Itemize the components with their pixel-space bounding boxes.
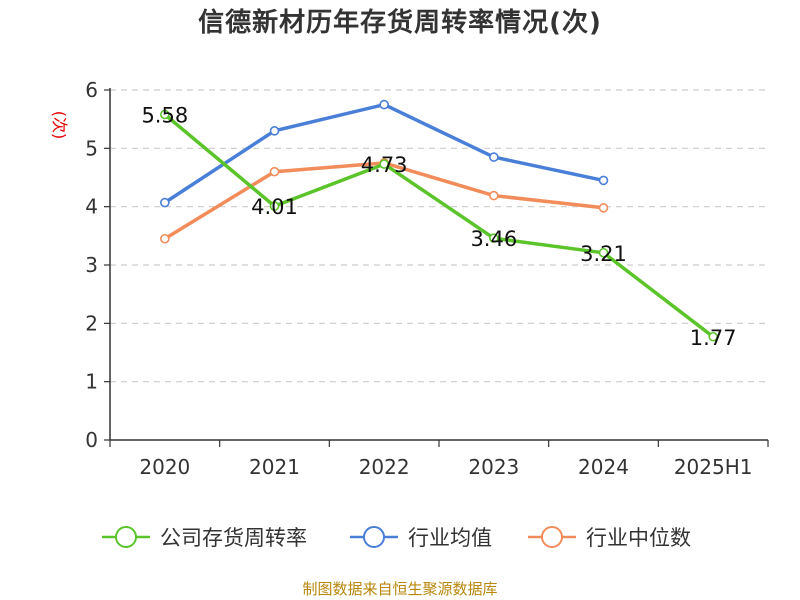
data-point bbox=[269, 126, 280, 136]
y-tick-label: 3 bbox=[85, 253, 98, 277]
data-label: 4.73 bbox=[361, 153, 408, 177]
legend-marker bbox=[363, 526, 385, 548]
y-tick-label: 1 bbox=[85, 370, 98, 394]
legend-label: 行业中位数 bbox=[586, 526, 691, 550]
axes: 0 1 2 3 4 5 6 2020 2021 2022 2023 2024 2025H1 bbox=[85, 78, 769, 479]
y-tick-label: 5 bbox=[85, 136, 98, 160]
data-point bbox=[489, 233, 499, 243]
x-tick-label: 2024 bbox=[578, 455, 629, 479]
data-point bbox=[379, 99, 389, 110]
data-point bbox=[160, 233, 170, 244]
series-line bbox=[163, 113, 715, 339]
source-footer: 制图数据来自恒生聚源数据库 bbox=[302, 580, 498, 598]
chart-title: 信德新材历年存货周转率情况(次) bbox=[198, 8, 602, 38]
data-labels: 5.58 4.01 4.73 3.46 3.21 1.77 bbox=[141, 104, 736, 350]
data-point bbox=[489, 152, 499, 162]
y-axis-label: (次) bbox=[50, 111, 69, 140]
legend: 公司存货周转率 行业均值 行业中位数 bbox=[102, 526, 691, 550]
data-point bbox=[160, 109, 170, 120]
y-tick-label: 4 bbox=[85, 195, 98, 219]
data-point bbox=[160, 197, 170, 208]
data-point bbox=[489, 190, 499, 201]
data-point bbox=[269, 201, 280, 211]
legend-label: 行业均值 bbox=[408, 526, 492, 550]
y-tick-label: 0 bbox=[85, 428, 98, 452]
x-tick-label: 2022 bbox=[359, 455, 410, 479]
data-label: 3.46 bbox=[470, 227, 517, 251]
y-tick-label: 2 bbox=[85, 311, 98, 335]
data-point bbox=[598, 203, 609, 213]
legend-marker bbox=[115, 526, 137, 548]
legend-label: 公司存货周转率 bbox=[160, 526, 307, 550]
data-point bbox=[269, 166, 280, 177]
data-label: 4.01 bbox=[251, 195, 298, 219]
data-label: 5.58 bbox=[141, 104, 188, 128]
data-point bbox=[379, 159, 389, 169]
y-tick-label: 6 bbox=[85, 78, 98, 102]
data-point bbox=[598, 247, 609, 258]
series-layer bbox=[160, 99, 718, 342]
x-tick-label: 2023 bbox=[468, 455, 519, 479]
data-label: 1.77 bbox=[690, 326, 737, 350]
legend-marker bbox=[541, 526, 563, 548]
data-label: 3.21 bbox=[580, 242, 627, 266]
data-point bbox=[708, 331, 718, 342]
data-point bbox=[598, 175, 609, 186]
grid-lines bbox=[110, 89, 768, 383]
x-tick-label: 2020 bbox=[139, 455, 190, 479]
x-tick-label: 2025H1 bbox=[674, 455, 753, 479]
x-tick-label: 2021 bbox=[249, 455, 300, 479]
